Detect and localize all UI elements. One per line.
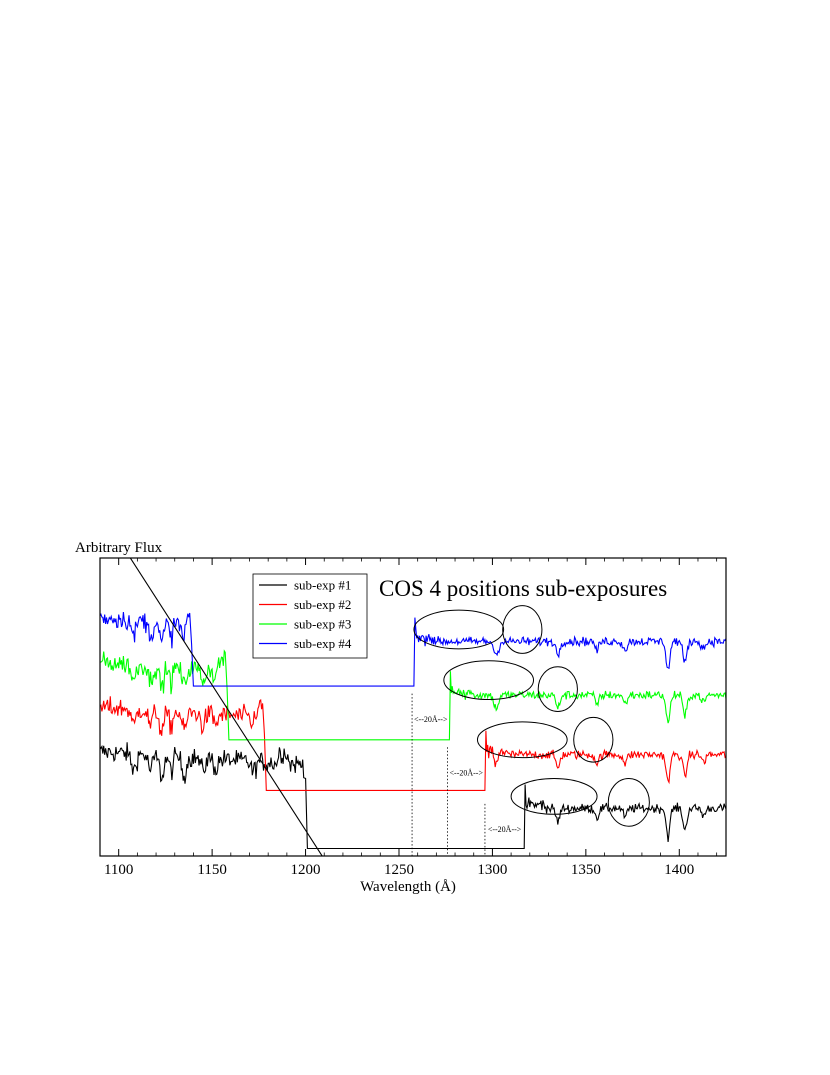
x-tick-label-1150: 1150: [197, 862, 226, 878]
highlight-ellipse-3: [443, 660, 535, 701]
x-tick-label-1100: 1100: [104, 862, 133, 878]
slope-line: [129, 558, 323, 856]
highlight-ellipse-2: [502, 605, 543, 654]
highlight-ellipse-5: [476, 721, 568, 759]
highlight-ellipse-8: [607, 778, 650, 827]
legend: sub-exp #1 sub-exp #2 sub-exp #3 sub-exp #4: [259, 578, 352, 651]
x-tick-label-1350: 1350: [571, 862, 601, 878]
y-axis-title: Arbitrary Flux: [75, 540, 163, 556]
series-group: [100, 611, 726, 850]
legend-label-4: sub-exp #4: [294, 636, 352, 651]
series-line-3: [100, 649, 726, 741]
highlight-ellipse-4: [537, 666, 578, 712]
series-line-1: [100, 742, 726, 850]
chart-title: COS 4 positions sub-exposures: [379, 576, 667, 601]
x-tick-group: 1100 1150 1200 1250 1300 1350 1400: [104, 558, 718, 878]
series-line-4: [100, 611, 726, 687]
overlay-group: [129, 558, 650, 856]
x-tick-label-1400: 1400: [664, 862, 694, 878]
legend-label-1: sub-exp #1: [294, 578, 351, 593]
offset-label-2: <--20Å-->: [450, 769, 484, 778]
highlight-ellipse-6: [573, 716, 614, 763]
highlight-ellipse-1: [413, 609, 505, 650]
annotation-group: <--20Å--> <--20Å--> <--20Å-->: [411, 693, 522, 856]
x-axis-title: Wavelength (Å): [360, 879, 456, 895]
x-tick-label-1300: 1300: [477, 862, 507, 878]
legend-label-2: sub-exp #2: [294, 597, 351, 612]
highlight-ellipse-7: [510, 778, 598, 815]
x-tick-label-1250: 1250: [384, 862, 414, 878]
x-tick-label-1200: 1200: [291, 862, 321, 878]
plot-frame: [99, 557, 727, 857]
offset-label-3: <--20Å-->: [488, 825, 522, 834]
offset-label-1: <--20Å-->: [414, 715, 448, 724]
series-line-2: [100, 696, 726, 791]
legend-label-3: sub-exp #3: [294, 617, 351, 632]
